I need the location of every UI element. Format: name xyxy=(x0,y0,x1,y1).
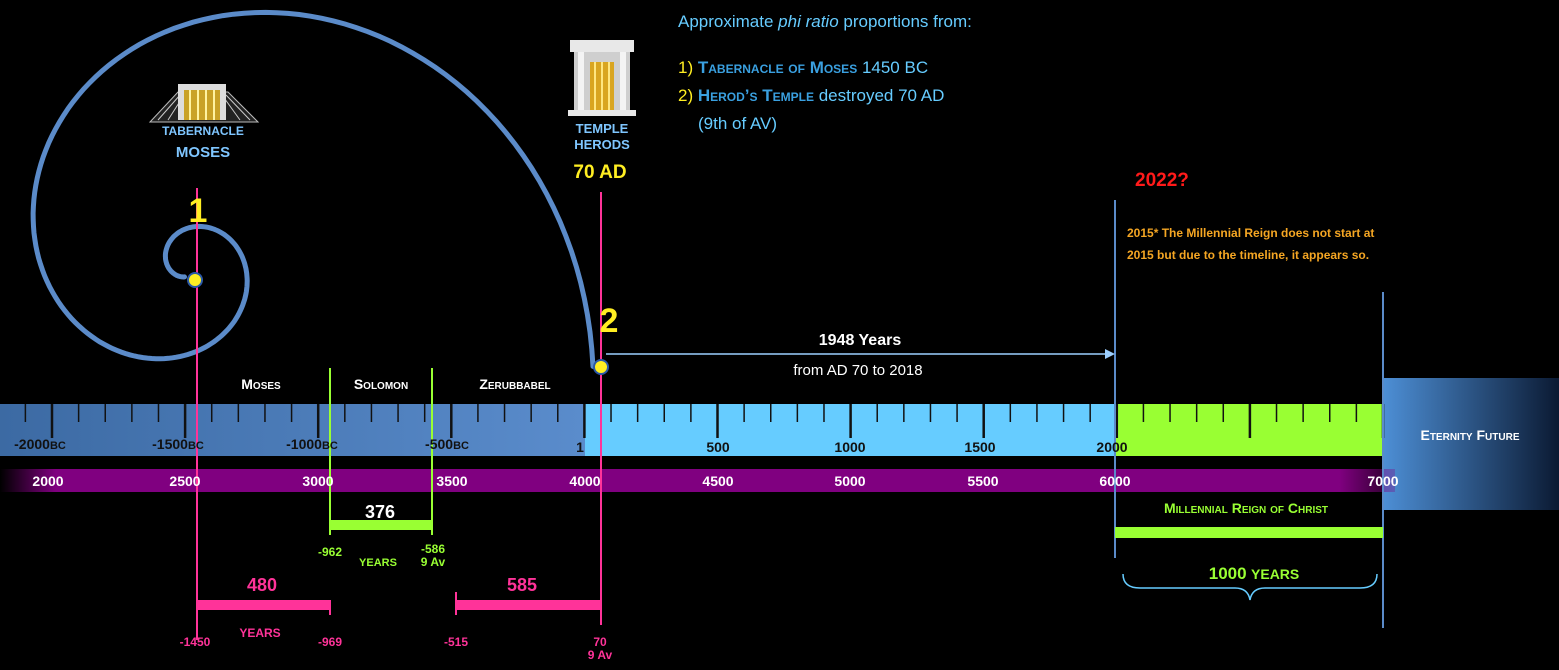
anno-mundi-label: 5500 xyxy=(967,473,998,489)
temple-icon xyxy=(568,40,636,116)
anno-mundi-label: 5000 xyxy=(834,473,865,489)
bc-year: -500 xyxy=(425,436,453,452)
bc-year: -1500 xyxy=(152,436,188,452)
marker-1: 1 xyxy=(189,192,208,230)
bc-year: -2000 xyxy=(14,436,50,452)
emphasis: phi ratio xyxy=(778,12,838,31)
era-label: Moses xyxy=(241,376,281,392)
temple-date: 70 AD xyxy=(573,162,626,183)
temple-sublabel: HERODS xyxy=(574,137,630,152)
millennium-bar xyxy=(1115,527,1383,538)
anno-mundi-label: 2000 xyxy=(32,473,63,489)
anno-mundi-label: 4500 xyxy=(702,473,733,489)
anno-mundi-label: 2500 xyxy=(169,473,200,489)
zerubbabel-years: 585 xyxy=(507,575,537,595)
anno-mundi-band xyxy=(0,469,1395,492)
millennium-unit: YEARS xyxy=(1251,566,1299,582)
moses-years: 480 xyxy=(247,575,277,595)
marker-2: 2 xyxy=(600,302,619,340)
solomon-unit: YEARS xyxy=(359,557,397,569)
zerubbabel-end: 70 xyxy=(593,635,607,649)
millennium-number: 1000 xyxy=(1209,564,1247,583)
ad-label: 2000 xyxy=(1096,439,1127,455)
info-panel: Approximate phi ratio proportions from: … xyxy=(678,8,972,138)
millennium-title: Millennial Reign of Christ xyxy=(1164,500,1328,516)
span-title: 1948 Years xyxy=(819,332,902,349)
arrow-head xyxy=(1105,349,1115,359)
zerubbabel-bar xyxy=(456,600,601,610)
note: 2015* The Millennial Reign does not star… xyxy=(1127,222,1382,266)
temple-label: TEMPLE xyxy=(576,121,629,136)
bc-suffix: BC xyxy=(50,440,66,452)
text: proportions from: xyxy=(839,12,972,31)
canvas: TABERNACLE MOSES TEMPLE HERODS 70 AD 1 2… xyxy=(0,0,1559,670)
solomon-years: 376 xyxy=(365,502,395,522)
anno-mundi-label: 4000 xyxy=(569,473,600,489)
item-detail: destroyed 70 AD xyxy=(819,86,945,105)
ad-label: 1 xyxy=(576,439,584,455)
info-item: 2) Herod’s Temple destroyed 70 AD xyxy=(678,82,972,110)
bc-year: -1000 xyxy=(286,436,322,452)
bc-suffix: BC xyxy=(188,440,204,452)
anno-mundi-label: 7000 xyxy=(1367,473,1398,489)
era-label: Solomon xyxy=(354,376,408,392)
info-intro: Approximate phi ratio proportions from: xyxy=(678,8,972,36)
millennium-years: 1000 YEARS xyxy=(1209,564,1300,583)
point-2 xyxy=(594,360,608,374)
item-number: 2) xyxy=(678,86,693,105)
info-item-note: (9th of AV) xyxy=(678,110,972,138)
era-label: Zerubbabel xyxy=(479,376,550,392)
zerubbabel-end-note: 9 Av xyxy=(588,648,613,662)
text: Approximate xyxy=(678,12,778,31)
anno-mundi-label: 3000 xyxy=(302,473,333,489)
projection: 2022? xyxy=(1135,170,1189,191)
eternity-box xyxy=(1383,378,1559,510)
ad-label: 1500 xyxy=(964,439,995,455)
item-name: Tabernacle of Moses xyxy=(698,58,857,77)
solomon-end-note: 9 Av xyxy=(421,555,446,569)
item-name: Herod’s Temple xyxy=(698,86,814,105)
tabernacle-sublabel: MOSES xyxy=(176,144,230,161)
span-subtitle: from AD 70 to 2018 xyxy=(793,362,922,379)
moses-bar xyxy=(197,600,330,610)
golden-spiral xyxy=(33,12,593,366)
moses-unit: YEARS xyxy=(239,626,280,640)
solomon-start: -962 xyxy=(318,545,342,559)
point-1 xyxy=(188,273,202,287)
item-number: 1) xyxy=(678,58,693,77)
ad-label: 500 xyxy=(706,439,730,455)
info-item: 1) Tabernacle of Moses 1450 BC xyxy=(678,54,972,82)
page: Phi ratio timeline { "illustrations": { … xyxy=(0,0,1559,670)
ad-label: 1000 xyxy=(834,439,865,455)
solomon-end: -586 xyxy=(421,542,445,556)
tabernacle-icon xyxy=(150,84,258,122)
item-detail: 1450 BC xyxy=(862,58,928,77)
eternity-label: Eternity Future xyxy=(1420,427,1519,443)
moses-start: -1450 xyxy=(180,635,211,649)
tabernacle-label: TABERNACLE xyxy=(162,124,244,138)
anno-mundi-label: 3500 xyxy=(436,473,467,489)
anno-mundi-label: 6000 xyxy=(1099,473,1130,489)
moses-end: -969 xyxy=(318,635,342,649)
bc-suffix: BC xyxy=(453,440,469,452)
zerubbabel-start: -515 xyxy=(444,635,468,649)
bc-suffix: BC xyxy=(322,440,338,452)
